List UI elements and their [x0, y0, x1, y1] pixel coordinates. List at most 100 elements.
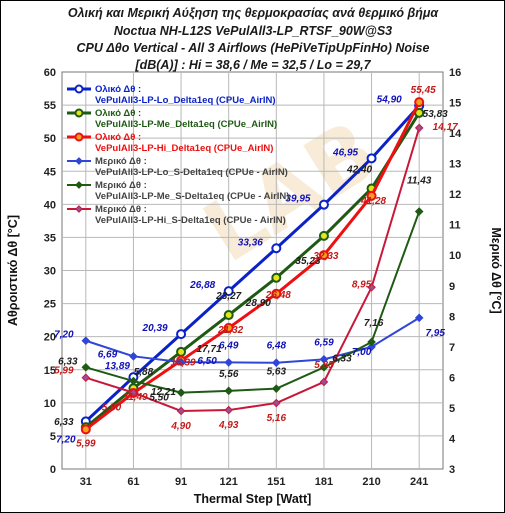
series-line	[84, 104, 421, 423]
series-4	[81, 313, 424, 368]
data-label: 5,63	[267, 367, 287, 378]
data-point	[318, 230, 329, 241]
data-label: 4,93	[218, 420, 239, 431]
data-label: 4,90	[170, 421, 191, 432]
legend-label: Ολικό Δθ :	[95, 108, 141, 119]
y-right-tick-label: 14	[449, 128, 462, 140]
data-point	[80, 424, 91, 435]
data-point	[176, 346, 187, 357]
y-right-tick-label: 10	[449, 250, 461, 262]
y-right-tick-label: 11	[449, 220, 461, 232]
chart-title-line: [dB(A)] : Hi = 38,6 / Me = 32,5 / Lo = 2…	[134, 58, 371, 72]
x-tick-label: 91	[175, 476, 187, 488]
y-left-tick-label: 30	[44, 266, 56, 278]
data-label: 41,28	[360, 196, 386, 207]
series-6	[81, 123, 424, 416]
data-label: 46,95	[332, 147, 358, 158]
y-right-tick-label: 5	[449, 403, 455, 415]
data-label: 5,99	[76, 438, 96, 449]
series-3	[80, 97, 425, 435]
y-left-tick-label: 25	[44, 299, 56, 311]
data-point	[271, 272, 282, 283]
data-point	[223, 310, 234, 321]
data-label: 6,48	[267, 341, 287, 352]
data-label: 5,50	[102, 403, 122, 414]
legend-entry: Μερικό Δθ :VePulAll3-LP-Me_S-Delta1eq (C…	[67, 180, 289, 202]
y-left-tick-label: 5	[50, 431, 56, 443]
y-right-tick-label: 13	[449, 159, 461, 171]
data-label: 35,23	[295, 256, 320, 267]
data-point	[367, 342, 376, 352]
data-label: 6,49	[219, 340, 239, 351]
data-label: 7,20	[56, 434, 76, 445]
data-point	[81, 373, 91, 382]
data-point	[223, 322, 234, 333]
data-label: 32,33	[313, 251, 338, 262]
data-point	[319, 355, 329, 364]
data-label: 6,59	[314, 337, 334, 348]
y-left-tick-label: 10	[44, 398, 56, 410]
series-line	[84, 101, 421, 431]
data-point	[224, 386, 233, 396]
legend-label: VePulAll3-LP-Lo_Delta1eq (CPUe_AirIN)	[95, 95, 276, 106]
legend-marker	[75, 181, 83, 189]
data-label: 6,33	[54, 417, 74, 428]
legend-marker	[74, 108, 84, 118]
chart-title-line: Noctua NH-L12S VePulAll3-LP_RTSF_90W@S3	[114, 24, 392, 38]
legend-marker	[74, 132, 84, 142]
data-point	[414, 207, 424, 216]
chart-title-line: CPU Δθο Vertical - All 3 Airflows (HePiV…	[77, 41, 430, 55]
x-tick-label: 151	[267, 476, 285, 488]
data-point	[129, 376, 138, 386]
legend-marker	[74, 84, 84, 94]
data-point	[224, 405, 233, 415]
legend-label: Μερικό Δθ :	[95, 204, 147, 215]
data-point	[414, 313, 424, 323]
y-left-tick-label: 0	[50, 464, 56, 476]
legend-entry: Ολικό Δθ :VePulAll3-LP-Hi_Delta1eq (CPUe…	[67, 132, 273, 154]
data-point	[367, 337, 376, 347]
data-label: 6,33	[332, 353, 352, 364]
y-left-tick-label: 55	[44, 100, 56, 112]
legend-label: VePulAll3-LP-Hi_Delta1eq (CPUe_AirIN)	[95, 143, 273, 154]
legend-label: VePulAll3-LP-Me_S-Delta1eq (CPUe - AirIN…	[95, 191, 289, 202]
data-point	[271, 243, 282, 254]
series-line	[85, 316, 420, 364]
series-line	[85, 127, 421, 412]
data-label: 21,32	[217, 325, 243, 336]
x-tick-label: 31	[80, 476, 92, 488]
y-right-tick-label: 7	[449, 342, 455, 354]
data-label: 14,17	[433, 122, 458, 133]
legend-entry: Ολικό Δθ :VePulAll3-LP-Me_Delta1eq (CPUe…	[67, 108, 277, 130]
x-tick-label: 210	[362, 476, 380, 488]
data-point	[271, 288, 282, 299]
y-left-tick-label: 60	[44, 67, 56, 79]
data-label: 6,69	[98, 349, 118, 360]
series-5	[81, 207, 424, 397]
data-label: 5,88	[134, 367, 154, 378]
data-label: 12,21	[151, 387, 176, 398]
data-label: 11,49	[123, 392, 148, 403]
legend-entry: Μερικό Δθ :VePulAll3-LP-Lo_S-Delta1eq (C…	[67, 156, 288, 178]
data-point	[176, 388, 186, 397]
legend-entry: Μερικό Δθ :VePulAll3-LP-Hi_S-Delta1eq (C…	[67, 204, 286, 226]
data-label: 39,95	[285, 194, 310, 205]
y-right-tick-label: 9	[449, 281, 455, 293]
data-label: 55,45	[411, 85, 436, 96]
y-left-tick-label: 15	[44, 365, 56, 377]
data-label: 7,16	[364, 318, 384, 329]
y-right-tick-label: 4	[449, 433, 456, 445]
data-label: 5,99	[54, 366, 74, 377]
legend-marker	[75, 157, 83, 165]
x-tick-label: 61	[127, 476, 139, 488]
data-point	[223, 286, 234, 297]
data-point	[272, 384, 281, 393]
data-point	[414, 123, 424, 133]
y-right-tick-label: 15	[449, 98, 461, 110]
data-label: 20,39	[142, 323, 168, 334]
data-label: 26,48	[265, 290, 291, 301]
data-label: 7,95	[425, 328, 445, 339]
y-right-tick-label: 8	[449, 311, 455, 323]
data-point	[81, 362, 91, 372]
data-label: 13,89	[105, 361, 130, 372]
